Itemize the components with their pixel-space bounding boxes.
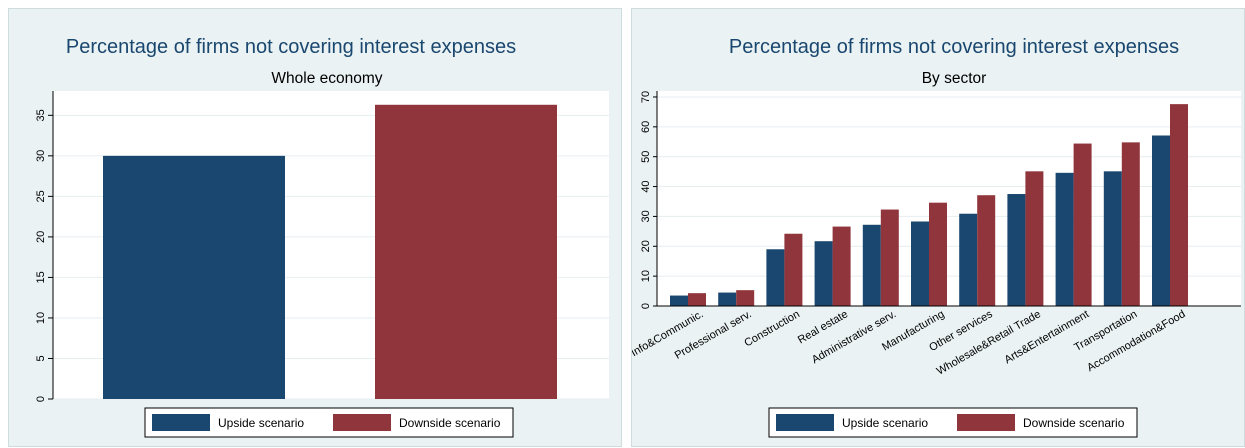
- chart-by-sector: Percentage of firms not covering interes…: [632, 36, 1241, 438]
- bar-downside: [832, 226, 851, 306]
- y-tick-label: 60: [640, 121, 652, 133]
- legend: Upside scenario Downside scenario: [144, 407, 514, 438]
- bar-upside: [814, 241, 833, 306]
- chart-title: Percentage of firms not covering interes…: [66, 36, 516, 58]
- bar-downside: [977, 195, 996, 306]
- bar-downside: [688, 293, 706, 306]
- chart-subtitle: Whole economy: [271, 70, 382, 87]
- bar-upside: [1152, 135, 1170, 306]
- y-tick-label: 70: [640, 91, 652, 103]
- y-tick-label: 20: [640, 240, 652, 252]
- chart-panel-whole-economy: Percentage of firms not covering interes…: [8, 8, 622, 447]
- x-tick-label: Administrative serv.: [810, 308, 898, 366]
- y-tick-label: 15: [35, 271, 47, 283]
- x-tick-label: Arts&Entertainment: [1003, 308, 1092, 366]
- bar-upside: [1103, 171, 1122, 306]
- bar-downside: [1025, 171, 1044, 306]
- chart-title: Percentage of firms not covering interes…: [729, 36, 1179, 58]
- chart-panel-by-sector: Percentage of firms not covering interes…: [631, 8, 1245, 447]
- y-tick-label: 10: [35, 312, 47, 324]
- bar-downside: [784, 233, 803, 306]
- legend-swatch-upside: [152, 414, 210, 431]
- bar-upside: [1055, 172, 1074, 306]
- legend-swatch-upside: [776, 414, 834, 431]
- bar-upside: [718, 292, 737, 306]
- bar-upside: [862, 224, 881, 306]
- y-tick-label: 0: [640, 303, 652, 309]
- bar-downside: [929, 202, 947, 306]
- legend: Upside scenario Downside scenario: [768, 407, 1138, 438]
- legend-label-downside: Downside scenario: [399, 416, 501, 430]
- y-tick-label: 30: [35, 150, 47, 162]
- bar-upside: [103, 155, 285, 399]
- legend-label-downside: Downside scenario: [1023, 416, 1125, 430]
- bar-upside: [911, 221, 929, 306]
- x-tick-label: Construction: [742, 308, 801, 349]
- legend-label-upside: Upside scenario: [842, 416, 928, 430]
- y-tick-label: 10: [640, 270, 652, 282]
- bar-downside: [736, 290, 755, 306]
- bar-downside: [1073, 143, 1092, 306]
- bar-downside: [375, 104, 557, 400]
- y-tick-label: 0: [35, 396, 47, 402]
- bar-downside: [1121, 142, 1140, 306]
- bar-upside: [959, 213, 978, 306]
- y-tick-label: 20: [35, 231, 47, 243]
- legend-label-upside: Upside scenario: [218, 416, 304, 430]
- legend-swatch-downside: [333, 414, 391, 431]
- bar-downside: [1170, 104, 1188, 306]
- y-tick-label: 35: [35, 109, 47, 121]
- chart-whole-economy: Percentage of firms not covering interes…: [35, 36, 609, 438]
- bar-upside: [1007, 194, 1026, 306]
- bar-upside: [766, 249, 785, 306]
- y-tick-label: 25: [35, 190, 47, 202]
- chart-subtitle: By sector: [922, 70, 987, 87]
- y-tick-label: 30: [640, 210, 652, 222]
- y-tick-label: 5: [35, 355, 47, 361]
- legend-swatch-downside: [957, 414, 1015, 431]
- y-tick-label: 50: [640, 151, 652, 163]
- y-tick-label: 40: [640, 180, 652, 192]
- bar-upside: [670, 295, 688, 306]
- bar-downside: [880, 209, 899, 306]
